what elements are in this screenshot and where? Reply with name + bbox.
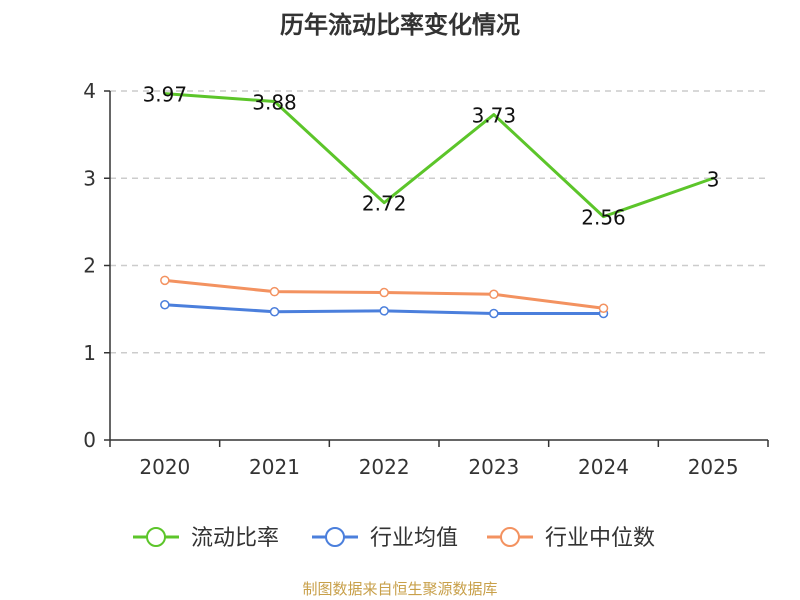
data-point[interactable] — [598, 303, 609, 314]
legend-label: 行业均值 — [370, 526, 458, 551]
data-point[interactable] — [160, 275, 170, 286]
data-labels: 3.97 3.88 2.72 3.73 2.56 3 — [143, 83, 720, 230]
y-tick-label: 2 — [83, 254, 96, 278]
x-tick-label: 2023 — [468, 455, 519, 479]
data-point[interactable] — [269, 286, 280, 297]
legend-marker-icon — [146, 527, 166, 547]
x-tick-label: 2020 — [139, 455, 190, 479]
data-point[interactable] — [489, 289, 499, 300]
legend: 流动比率 行业均值 行业中位数 — [133, 526, 655, 551]
series — [160, 92, 715, 319]
data-label: 3.97 — [143, 83, 188, 107]
legend-marker-icon — [325, 527, 345, 547]
series-line-0 — [163, 92, 715, 219]
legend-label: 行业中位数 — [545, 526, 655, 551]
data-label: 3 — [707, 167, 720, 191]
y-tick-label: 4 — [83, 79, 96, 103]
legend-item-1[interactable]: 行业均值 — [312, 526, 458, 551]
legend-marker-icon — [500, 527, 520, 547]
chart-title: 历年流动比率变化情况 — [280, 11, 520, 39]
data-point[interactable] — [379, 306, 389, 316]
axes: 0 1 2 3 4 2020 2021 2022 2023 2024 2025 — [83, 79, 769, 479]
x-tick-label: 2025 — [688, 455, 739, 479]
y-tick-label: 0 — [83, 428, 96, 452]
legend-item-0[interactable]: 流动比率 — [133, 526, 279, 551]
source-note: 制图数据来自恒生聚源数据库 — [302, 580, 498, 598]
data-point[interactable] — [379, 287, 389, 298]
y-tick-label: 1 — [83, 341, 96, 365]
data-label: 3.88 — [252, 90, 297, 114]
data-label: 2.56 — [581, 206, 626, 230]
data-point[interactable] — [160, 300, 170, 310]
data-point[interactable] — [489, 308, 499, 319]
x-tick-label: 2021 — [249, 455, 300, 479]
x-tick-label: 2022 — [359, 455, 410, 479]
data-label: 3.73 — [472, 104, 517, 128]
data-label: 2.72 — [362, 192, 407, 216]
data-point[interactable] — [269, 306, 280, 317]
legend-label: 流动比率 — [191, 526, 279, 551]
y-tick-label: 3 — [83, 166, 96, 190]
legend-item-2[interactable]: 行业中位数 — [487, 526, 655, 551]
x-tick-label: 2024 — [578, 455, 629, 479]
